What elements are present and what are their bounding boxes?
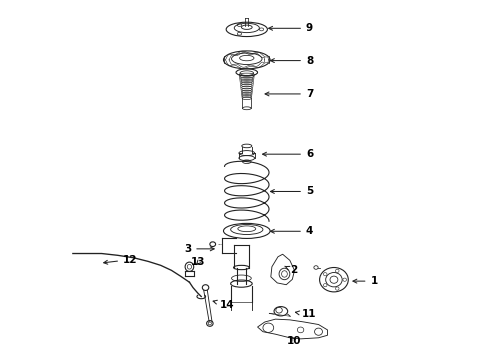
Text: 8: 8 bbox=[270, 55, 313, 66]
Text: 3: 3 bbox=[184, 244, 214, 254]
Text: 1: 1 bbox=[353, 276, 378, 286]
Text: 12: 12 bbox=[104, 255, 138, 265]
Text: 13: 13 bbox=[191, 257, 206, 267]
Text: 14: 14 bbox=[213, 300, 234, 310]
Text: 4: 4 bbox=[270, 226, 313, 236]
Text: 11: 11 bbox=[295, 310, 316, 319]
Text: 9: 9 bbox=[269, 23, 313, 33]
Text: 7: 7 bbox=[265, 89, 313, 99]
Text: 2: 2 bbox=[285, 265, 297, 275]
Text: 6: 6 bbox=[263, 149, 313, 159]
Text: 5: 5 bbox=[270, 186, 313, 197]
Text: 10: 10 bbox=[287, 336, 301, 346]
